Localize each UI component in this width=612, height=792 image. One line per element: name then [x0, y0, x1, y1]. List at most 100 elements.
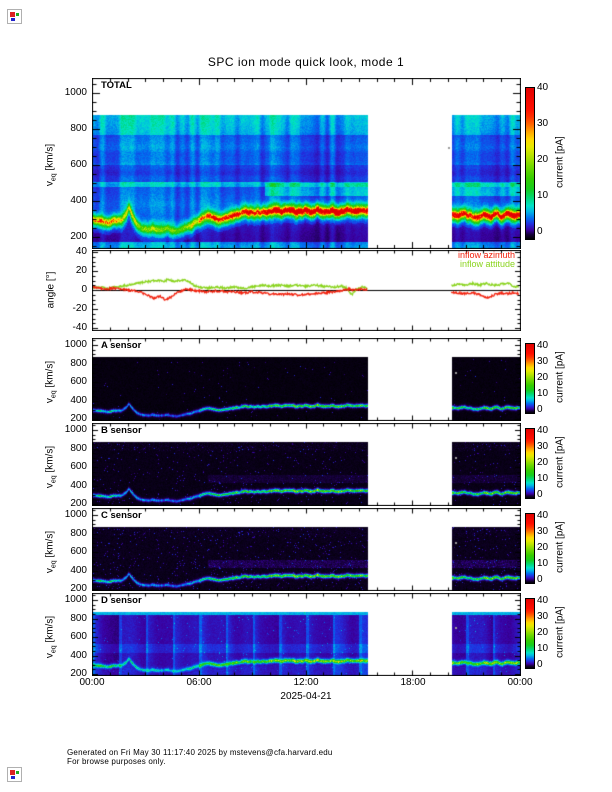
colorbar-tick-label: 0	[537, 226, 543, 237]
x-tick-label: 00:00	[79, 677, 105, 688]
x-tick-label: 06:00	[186, 677, 212, 688]
colorbar-tick-label: 10	[537, 558, 549, 569]
colorbar-tick-label: 20	[537, 542, 549, 553]
x-tick-label: 12:00	[293, 677, 319, 688]
broken-image-blue-dot	[11, 18, 15, 21]
y-tick-label: 20	[75, 265, 87, 276]
colorbar-tick-label: 10	[537, 190, 549, 201]
broken-image-green-dot	[16, 13, 19, 16]
colorbar-tick-label: 0	[537, 404, 543, 415]
broken-image-green-dot	[16, 771, 19, 774]
y-tick-label: 200	[70, 668, 87, 679]
colorbar-tick-label: 40	[537, 340, 549, 351]
colorbar-tick-label: 30	[537, 526, 549, 537]
y-tick-label: 800	[70, 123, 87, 134]
y-tick-label: 200	[70, 231, 87, 242]
y-tick-label: 1000	[64, 509, 87, 520]
panel-label-a-sensor: A sensor	[101, 340, 142, 351]
y-tick-label: 800	[70, 612, 87, 624]
y-tick-label: -20	[72, 303, 87, 314]
c-sensor-spectrogram-canvas	[92, 508, 521, 591]
colorbar-gradient	[525, 87, 535, 240]
broken-image-blue-dot	[11, 776, 15, 779]
y-axis-title: veq [km/s]	[44, 360, 58, 404]
colorbar-tick-label: 20	[537, 627, 549, 638]
colorbar-gradient	[525, 513, 535, 584]
colorbar-tick-label: 40	[537, 425, 549, 436]
d-sensor-spectrogram-canvas	[92, 593, 521, 676]
colorbar-tick-label: 40	[537, 82, 549, 93]
colorbar-tick-label: 30	[537, 356, 549, 367]
y-tick-label: 1000	[64, 87, 87, 98]
y-axis-title: veq [km/s]	[44, 445, 58, 489]
y-tick-label: 400	[70, 195, 87, 206]
total-spectrogram-canvas	[92, 78, 521, 249]
broken-image-icon	[7, 767, 22, 782]
colorbar-title: current [pA]	[554, 521, 566, 573]
page-title: SPC ion mode quick look, mode 1	[207, 55, 405, 69]
footer-browse-line: For browse purposes only.	[67, 757, 166, 766]
b-sensor-spectrogram-canvas	[92, 423, 521, 506]
y-tick-label: 800	[70, 527, 87, 539]
y-axis-title: veq [km/s]	[44, 615, 58, 659]
x-tick-label: 18:00	[400, 677, 426, 688]
colorbar-tick-label: 10	[537, 643, 549, 654]
colorbar-tick-label: 30	[537, 441, 549, 452]
colorbar-title: current [pA]	[554, 351, 566, 403]
colorbar-tick-label: 10	[537, 388, 549, 399]
colorbar-tick-label: 20	[537, 154, 549, 165]
colorbar-gradient	[525, 343, 535, 414]
y-tick-label: 400	[70, 564, 87, 576]
y-tick-label: 600	[70, 461, 87, 472]
colorbar-gradient	[525, 428, 535, 499]
y-tick-label: 400	[70, 394, 87, 406]
colorbar-title: current [pA]	[554, 136, 566, 188]
inflow-angle-line-canvas	[92, 250, 521, 331]
colorbar-tick-label: 20	[537, 457, 549, 468]
y-tick-label: -40	[72, 322, 87, 333]
panel-label-d-sensor: D sensor	[101, 595, 142, 606]
panel-label-c-sensor: C sensor	[101, 510, 142, 521]
x-tick-label: 00:00	[507, 677, 533, 688]
colorbar-tick-label: 40	[537, 595, 549, 606]
y-tick-label: 1000	[64, 594, 87, 605]
date-label: 2025-04-21	[280, 691, 332, 702]
footer-generated-line: Generated on Fri May 30 11:17:40 2025 by…	[67, 748, 333, 757]
colorbar-tick-label: 40	[537, 510, 549, 521]
y-tick-label: 800	[70, 357, 87, 369]
legend-inflow-azimuth: inflow azimuth	[457, 250, 515, 260]
y-tick-label: 600	[70, 631, 87, 642]
colorbar-gradient	[525, 598, 535, 669]
a-sensor-spectrogram-canvas	[92, 338, 521, 421]
colorbar-tick-label: 0	[537, 659, 543, 670]
y-tick-label: 800	[70, 442, 87, 454]
y-tick-label: 600	[70, 159, 87, 170]
angle-axis-title: angle [°]	[45, 271, 57, 309]
y-tick-label: 0	[81, 284, 87, 295]
panel-label-total: TOTAL	[101, 80, 132, 91]
y-tick-label: 1000	[64, 339, 87, 350]
colorbar-tick-label: 0	[537, 574, 543, 585]
y-tick-label: 600	[70, 546, 87, 557]
y-tick-label: 600	[70, 376, 87, 387]
colorbar-tick-label: 30	[537, 118, 549, 129]
broken-image-icon	[7, 9, 22, 24]
y-tick-label: 200	[70, 498, 87, 509]
colorbar-tick-label: 30	[537, 611, 549, 622]
legend-inflow-attitude: inflow attitude	[459, 259, 515, 269]
colorbar-title: current [pA]	[554, 436, 566, 488]
y-tick-label: 400	[70, 479, 87, 491]
y-axis-title: veq [km/s]	[44, 530, 58, 574]
colorbar-tick-label: 10	[537, 473, 549, 484]
colorbar-tick-label: 20	[537, 372, 549, 383]
colorbar-tick-label: 0	[537, 489, 543, 500]
y-axis-title: veq [km/s]	[44, 143, 58, 187]
y-tick-label: 400	[70, 649, 87, 661]
y-tick-label: 200	[70, 583, 87, 594]
panel-label-b-sensor: B sensor	[101, 425, 142, 436]
y-tick-label: 200	[70, 413, 87, 424]
y-tick-label: 1000	[64, 424, 87, 435]
colorbar-title: current [pA]	[554, 606, 566, 658]
broken-image-red-dot	[10, 770, 15, 775]
